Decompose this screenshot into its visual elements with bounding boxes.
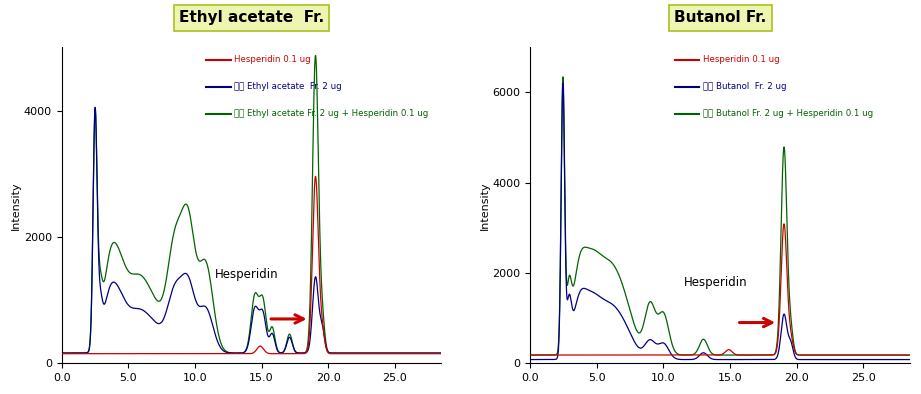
- Text: Hesperidin: Hesperidin: [215, 268, 278, 281]
- Text: Hesperidin 0.1 ug: Hesperidin 0.1 ug: [703, 56, 779, 65]
- Text: Butanol Fr.: Butanol Fr.: [674, 10, 766, 25]
- Text: 레모 Ethyl acetate Fr. 2 ug + Hesperidin 0.1 ug: 레모 Ethyl acetate Fr. 2 ug + Hesperidin 0…: [235, 109, 428, 118]
- Y-axis label: Intensity: Intensity: [480, 181, 490, 230]
- Text: 레모 Butanol Fr. 2 ug + Hesperidin 0.1 ug: 레모 Butanol Fr. 2 ug + Hesperidin 0.1 ug: [703, 109, 873, 118]
- Text: Ethyl acetate  Fr.: Ethyl acetate Fr.: [179, 10, 324, 25]
- Y-axis label: Intensity: Intensity: [11, 181, 21, 230]
- Text: 레모 Ethyl acetate  Fr. 2 ug: 레모 Ethyl acetate Fr. 2 ug: [235, 82, 342, 91]
- Text: Hesperidin 0.1 ug: Hesperidin 0.1 ug: [235, 56, 311, 65]
- Text: 레모 Butanol  Fr. 2 ug: 레모 Butanol Fr. 2 ug: [703, 82, 787, 91]
- Text: Hesperidin: Hesperidin: [683, 277, 747, 290]
